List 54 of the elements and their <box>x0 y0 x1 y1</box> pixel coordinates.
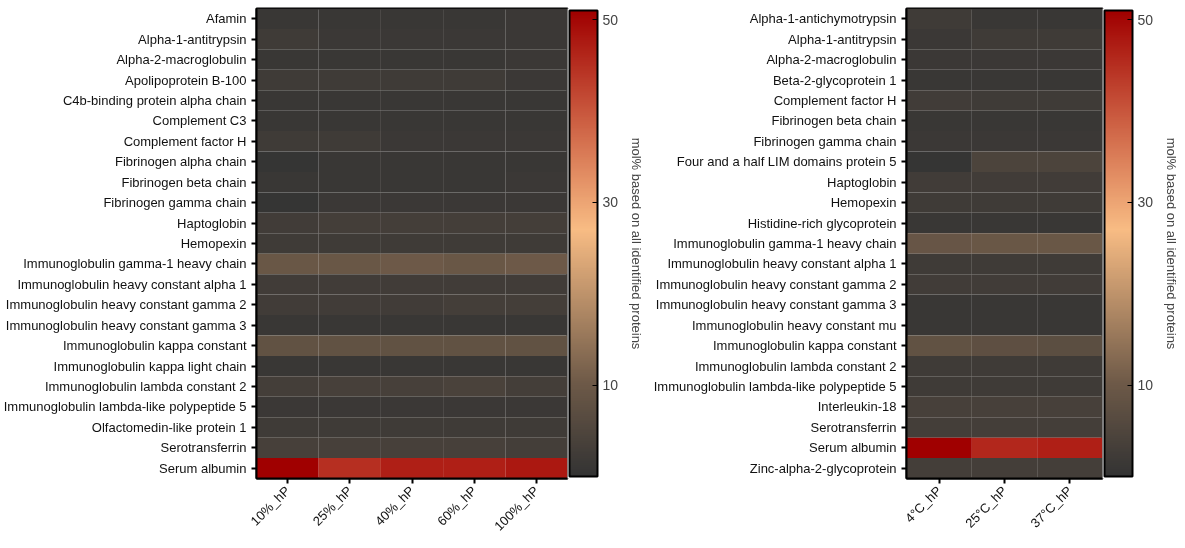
y-tick-label: Zinc-alpha-2-glycoprotein <box>749 460 897 476</box>
color-bar-label: 10 <box>1137 377 1154 394</box>
color-bar-label: 10 <box>602 377 619 394</box>
y-tick-label: Complement C3 <box>152 113 247 129</box>
y-tick-label: Hemopexin <box>830 195 897 211</box>
y-tick-label: Immunoglobulin lambda constant 2 <box>694 358 897 374</box>
y-tick-label: Interleukin-18 <box>817 399 897 415</box>
y-tick-label: Fibrinogen alpha chain <box>114 154 247 170</box>
y-tick-label: Histidine-rich glycoprotein <box>747 215 897 231</box>
color-bar-title: mol% based on all identified proteins <box>628 137 644 350</box>
color-bar-label: 30 <box>602 194 619 211</box>
y-tick-label: Immunoglobulin lambda-like polypeptide 5 <box>653 379 897 395</box>
y-tick-label: Immunoglobulin kappa light chain <box>53 358 247 374</box>
y-tick-label: Immunoglobulin heavy constant gamma 3 <box>655 297 897 313</box>
y-tick-label: Alpha-1-antitrypsin <box>788 31 897 47</box>
y-tick-label: Fibrinogen gamma chain <box>753 133 897 149</box>
y-tick-label: C4b-binding protein alpha chain <box>62 92 247 108</box>
color-bar-label: 50 <box>1137 11 1154 28</box>
y-tick-label: Immunoglobulin heavy constant alpha 1 <box>667 256 897 272</box>
y-tick-label: Immunoglobulin heavy constant gamma 2 <box>655 276 897 292</box>
y-tick-label: Complement factor H <box>123 133 247 149</box>
y-tick-label: Haptoglobin <box>827 174 897 190</box>
y-tick-label: Beta-2-glycoprotein 1 <box>772 72 897 88</box>
y-tick-label: Apolipoprotein B-100 <box>125 72 247 88</box>
y-tick-label: Serum albumin <box>809 440 897 456</box>
y-tick-label: Immunoglobulin lambda-like polypeptide 5 <box>3 399 247 415</box>
color-bar-title: mol% based on all identified proteins <box>1163 137 1179 350</box>
y-tick-label: Haptoglobin <box>177 215 247 231</box>
y-tick-label: Alpha-1-antitrypsin <box>138 31 247 47</box>
y-tick-label: Serotransferrin <box>160 440 247 456</box>
y-tick-label: Fibrinogen beta chain <box>771 113 897 129</box>
y-tick-label: Olfactomedin-like protein 1 <box>91 419 247 435</box>
y-tick-label: Immunoglobulin lambda constant 2 <box>44 379 247 395</box>
y-tick-label: Immunoglobulin gamma-1 heavy chain <box>23 256 247 272</box>
y-tick-label: Alpha-1-antichymotrypsin <box>749 11 897 27</box>
y-tick-label: Immunoglobulin kappa constant <box>62 338 247 354</box>
y-tick-label: Four and a half LIM domains protein 5 <box>676 154 897 170</box>
y-tick-label: Immunoglobulin gamma-1 heavy chain <box>673 236 897 251</box>
color-bar-label: 30 <box>1137 194 1154 211</box>
y-tick-label: Complement factor H <box>773 92 897 108</box>
y-tick-label: Immunoglobulin kappa constant <box>712 338 897 354</box>
color-bar-label: 50 <box>602 11 619 28</box>
y-tick-label: Alpha-2-macroglobulin <box>766 52 897 68</box>
y-tick-label: Afamin <box>206 11 247 27</box>
y-tick-label: Immunoglobulin heavy constant gamma 2 <box>5 297 247 313</box>
y-tick-label: Hemopexin <box>180 236 247 251</box>
y-tick-label: Immunoglobulin heavy constant gamma 3 <box>5 317 247 333</box>
y-tick-label: Alpha-2-macroglobulin <box>116 52 247 68</box>
y-tick-label: Fibrinogen beta chain <box>121 174 247 190</box>
y-tick-label: Immunoglobulin heavy constant alpha 1 <box>17 276 247 292</box>
y-tick-label: Fibrinogen gamma chain <box>103 195 247 211</box>
y-tick-label: Immunoglobulin heavy constant mu <box>692 317 897 333</box>
y-tick-label: Serotransferrin <box>810 419 897 435</box>
y-tick-label: Serum albumin <box>159 460 247 476</box>
